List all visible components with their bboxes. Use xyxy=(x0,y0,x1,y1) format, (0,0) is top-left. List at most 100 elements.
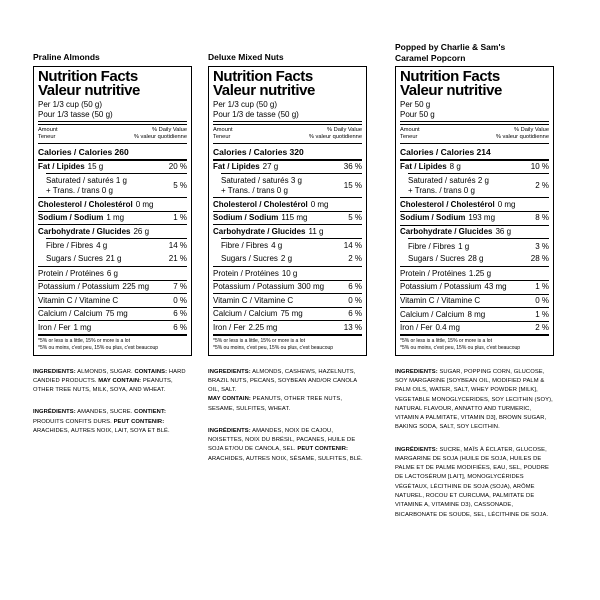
ingredient-keyword: INGRÉDIENTS: xyxy=(395,446,438,453)
nutrient-label: Calcium / Calcium 75 mg xyxy=(213,309,303,319)
nutrient-row-saturated-trans: Saturated / saturés 1 g + Trans. / trans… xyxy=(38,174,187,197)
footnote-fr: *5% ou moins, c'est peu, 15% ou plus, c'… xyxy=(38,344,159,351)
amount-label-fr: Teneur xyxy=(213,134,231,141)
ingredients-block: INGREDIENTS: SUGAR, POPPING CORN, GLUCOS… xyxy=(395,368,554,520)
ingredient-text: ALMONDS, SUGAR. xyxy=(75,368,135,375)
footnote-en: *5% or less is a little, 15% or more is … xyxy=(400,338,492,345)
nutrient-row-cholesterol: Cholesterol / Cholestérol 0 mg xyxy=(400,198,549,211)
amount-label-en: Amount xyxy=(213,126,233,133)
nutrient-row-vitamin-c: Vitamin C / Vitamine C 0 % xyxy=(400,295,549,308)
nutrient-row-fat: Fat / Lipides 8 g 10 % xyxy=(400,161,549,174)
nutrient-label: Iron / Fer 2.25 mg xyxy=(213,322,278,332)
divider xyxy=(408,173,549,175)
nutrition-facts-box: Nutrition Facts Valeur nutritive Per 1/3… xyxy=(208,66,367,356)
nutrient-row-potassium: Potassium / Potassium 225 mg 7 % xyxy=(38,281,187,294)
nutrient-row-sugars: Sugars / Sucres 21 g 21 % xyxy=(38,252,187,265)
amount-label-en: Amount xyxy=(38,126,58,133)
serving-size-en: Per 50 g xyxy=(400,100,431,110)
daily-value: 2 % xyxy=(348,253,362,263)
fibre-sugars-group: Fibre / Fibres 4 g 14 % Sugars / Sucres 21… xyxy=(38,239,187,266)
daily-value: 5 % xyxy=(348,213,362,223)
divider-thick xyxy=(38,158,187,161)
divider xyxy=(400,320,549,322)
ingredient-keyword: INGREDIENTS: xyxy=(208,368,251,375)
daily-value: 2 % xyxy=(535,181,549,191)
nutrient-label: Fibre / Fibres 1 g xyxy=(408,241,470,251)
nutrient-label: Carbohydrate / Glucides 36 g xyxy=(400,227,512,237)
ingredient-text: HARD CANDIED PRODUCTS. xyxy=(33,368,186,384)
divider xyxy=(46,173,187,175)
amount-label-en: Amount xyxy=(400,126,420,133)
divider xyxy=(213,266,362,268)
daily-value: 6 % xyxy=(173,322,187,332)
nutrient-row-fat: Fat / Lipides 27 g 36 % xyxy=(213,161,362,174)
nutrient-row-sodium: Sodium / Sodium 1 mg 1 % xyxy=(38,212,187,225)
divider xyxy=(400,293,549,295)
nutrient-row-saturated-trans: Saturated / saturés 3 g + Trans. / trans… xyxy=(213,174,362,197)
divider-double xyxy=(400,121,549,126)
nutrient-label: Potassium / Potassium 225 mg xyxy=(38,282,150,292)
nutrient-row-fibre: Fibre / Fibres 4 g 14 % xyxy=(213,240,362,253)
nutrient-label: Fat / Lipides 8 g xyxy=(400,162,461,172)
daily-value: 1 % xyxy=(173,213,187,223)
product-title-wrap: Deluxe Mixed Nuts xyxy=(208,42,367,63)
daily-value: 6 % xyxy=(348,309,362,319)
ingredient-text: ARACHIDES, AUTRES NOIX, SÉSAME, SULFITES… xyxy=(208,455,363,462)
labels-row: Praline Almonds Nutrition Facts Valeur n… xyxy=(33,42,554,520)
daily-value: 6 % xyxy=(348,282,362,292)
divider xyxy=(38,210,187,212)
daily-value: 14 % xyxy=(168,241,187,251)
daily-value: 20 % xyxy=(168,162,187,171)
nutrition-facts-title: Nutrition Facts Valeur nutritive xyxy=(213,69,362,98)
nutrient-label: Saturated / saturés 1 g + Trans. / trans… xyxy=(46,175,127,195)
ingredients-paragraph: INGRÉDIENTS: SUCRE, MAÏS À ÉCLATER, GLUC… xyxy=(395,446,554,520)
ingredients-paragraph: INGREDIENTS: SUGAR, POPPING CORN, GLUCOS… xyxy=(395,368,554,433)
daily-value: 14 % xyxy=(343,241,362,251)
nutrient-label: Vitamin C / Vitamine C xyxy=(213,295,294,305)
divider xyxy=(213,224,362,226)
ingredient-text: PEANUTS, OTHER TREE NUTS, MILK, SOYA, AN… xyxy=(33,377,173,394)
amount-header-left: Amount Teneur xyxy=(213,127,233,142)
divider xyxy=(38,266,187,268)
divider xyxy=(38,143,187,144)
calories-row: Calories / Calories 214 xyxy=(400,146,491,157)
nutrient-row-calcium: Calcium / Calcium 8 mg 1 % xyxy=(400,308,549,321)
ingredients-paragraph: INGRÉDIENTS: AMANDES, SUCRE. CONTIENT: P… xyxy=(33,408,192,436)
serving-size: Per 1/3 cup (50 g) Pour 1/3 tasse (50 g) xyxy=(38,100,187,119)
ingredient-text: SUGAR, POPPING CORN, GLUCOSE, SOY MARGAR… xyxy=(395,368,553,431)
nutrition-facts-title: Nutrition Facts Valeur nutritive xyxy=(38,69,187,99)
daily-value-label-fr: % valeur quotidienne xyxy=(133,134,187,141)
serving-size-fr: Pour 1/3 de tasse (50 g) xyxy=(213,109,299,119)
nutrient-label: Vitamin C / Vitamine C xyxy=(38,295,119,305)
nutrient-row-fat: Fat / Lipides 15 g 20 % xyxy=(38,161,187,174)
product-title: Popped by Charlie & Sam's Caramel Popcor… xyxy=(395,42,506,63)
divider xyxy=(213,279,362,281)
nutrient-row-iron: Iron / Fer 0.4 mg 2 % xyxy=(400,322,549,335)
nutrient-label: Protein / Protéines 10 g xyxy=(213,268,298,278)
nutrient-row-iron: Iron / Fer 1 mg 6 % xyxy=(38,321,187,334)
ingredient-keyword: INGRÉDIENTS: xyxy=(208,427,251,434)
amount-header-row: Amount Teneur % Daily Value % valeur quo… xyxy=(38,125,187,143)
nutrient-row-protein: Protein / Protéines 6 g xyxy=(38,267,187,280)
divider xyxy=(213,197,362,199)
nutrition-facts-title: Nutrition Facts Valeur nutritive xyxy=(400,69,549,98)
nutrient-row-potassium: Potassium / Potassium 43 mg 1 % xyxy=(400,281,549,294)
nutrient-row-vitamin-c: Vitamin C / Vitamine C 0 % xyxy=(213,294,362,307)
nutrient-label: Fat / Lipides 15 g xyxy=(38,162,104,171)
divider xyxy=(221,237,362,239)
nutrient-label: Iron / Fer 1 mg xyxy=(38,322,92,332)
divider-thick xyxy=(38,334,187,337)
nf-title-fr: Valeur nutritive xyxy=(38,82,140,99)
divider xyxy=(38,306,187,308)
daily-value-label-en: % Daily Value xyxy=(152,126,187,133)
daily-value: 21 % xyxy=(168,253,187,263)
divider xyxy=(38,279,187,281)
divider xyxy=(213,210,362,212)
nutrient-label: Sodium / Sodium 1 mg xyxy=(38,213,125,223)
daily-value: 5 % xyxy=(173,180,187,190)
serving-size-en: Per 1/3 cup (50 g) xyxy=(38,100,103,109)
serving-size: Per 50 g Pour 50 g xyxy=(400,100,549,119)
daily-value-label-fr: % valeur quotidienne xyxy=(308,134,362,141)
ingredients-paragraph: INGREDIENTS: ALMONDS, SUGAR. CONTAINS: H… xyxy=(33,368,192,396)
ingredients-block: INGREDIENTS: ALMONDS, CASHEWS, HAZELNUTS… xyxy=(208,368,367,464)
